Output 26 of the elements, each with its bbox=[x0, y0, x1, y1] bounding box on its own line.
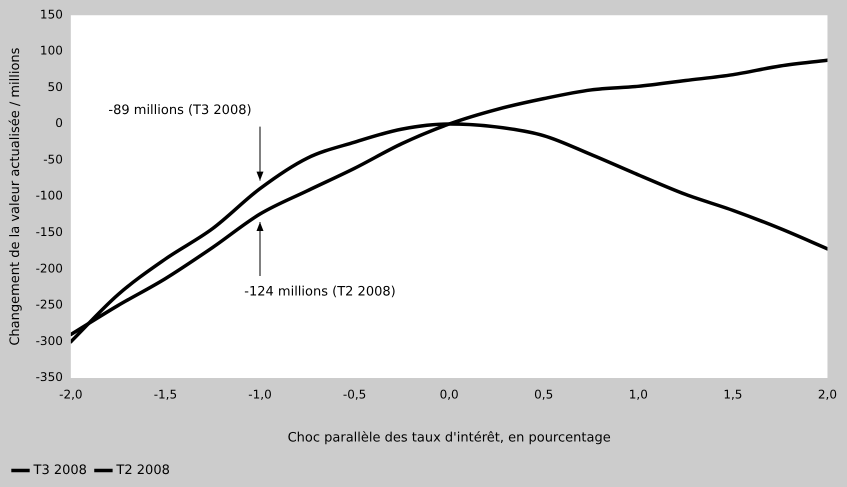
x-tick-label: 0,0 bbox=[440, 387, 459, 402]
x-axis-title: Choc parallèle des taux d'intérêt, en pourcentage bbox=[288, 430, 611, 446]
x-tick-label: 1,5 bbox=[723, 387, 742, 402]
x-tick-label: -1,5 bbox=[154, 387, 178, 402]
annotation: -124 millions (T2 2008) bbox=[244, 284, 396, 300]
y-tick-label: -350 bbox=[36, 370, 63, 384]
x-tick-label: 0,5 bbox=[534, 387, 554, 402]
legend-label: T2 2008 bbox=[115, 462, 170, 478]
x-tick-label: -1,0 bbox=[248, 387, 272, 402]
x-tick-label: 2,0 bbox=[818, 387, 838, 402]
y-tick-label: -200 bbox=[36, 261, 63, 276]
y-tick-label: -100 bbox=[36, 188, 63, 203]
y-tick-label: 0 bbox=[55, 116, 63, 130]
y-tick-label: 100 bbox=[40, 44, 63, 58]
x-tick-label: 1,0 bbox=[628, 387, 648, 402]
y-tick-label: 50 bbox=[48, 80, 63, 94]
annotation: -89 millions (T3 2008) bbox=[108, 102, 252, 118]
y-tick-label: -250 bbox=[36, 298, 63, 312]
y-tick-label: 150 bbox=[40, 7, 63, 22]
y-tick-label: -50 bbox=[43, 152, 63, 166]
legend-label: T3 2008 bbox=[32, 462, 87, 478]
y-tick-label: -300 bbox=[36, 334, 63, 348]
y-tick-label: -150 bbox=[36, 225, 63, 240]
x-tick-label: -0,5 bbox=[342, 387, 366, 402]
y-axis-title: Changement de la valeur actualisée / millions bbox=[8, 47, 24, 346]
x-tick-label: -2,0 bbox=[59, 387, 83, 402]
